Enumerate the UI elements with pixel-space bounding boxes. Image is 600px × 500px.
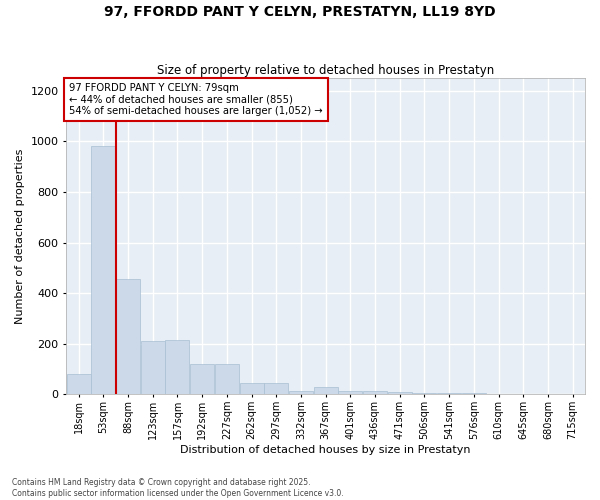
Bar (289, 390, 313, 394)
Bar (338, 390, 362, 394)
Text: 97, FFORDD PANT Y CELYN, PRESTATYN, LL19 8YD: 97, FFORDD PANT Y CELYN, PRESTATYN, LL19… (104, 5, 496, 19)
Bar (141, 342, 165, 394)
Bar (215, 364, 239, 394)
Bar (239, 383, 263, 394)
Bar (388, 392, 412, 394)
Bar (437, 393, 461, 394)
Bar (462, 393, 486, 394)
X-axis label: Distribution of detached houses by size in Prestatyn: Distribution of detached houses by size … (181, 445, 471, 455)
Bar (67, 374, 91, 394)
Text: 97 FFORDD PANT Y CELYN: 79sqm
← 44% of detached houses are smaller (855)
54% of : 97 FFORDD PANT Y CELYN: 79sqm ← 44% of d… (69, 83, 323, 116)
Bar (363, 390, 387, 394)
Title: Size of property relative to detached houses in Prestatyn: Size of property relative to detached ho… (157, 64, 494, 77)
Bar (190, 364, 214, 394)
Y-axis label: Number of detached properties: Number of detached properties (15, 148, 25, 324)
Text: Contains HM Land Registry data © Crown copyright and database right 2025.
Contai: Contains HM Land Registry data © Crown c… (12, 478, 344, 498)
Bar (264, 383, 288, 394)
Bar (166, 340, 190, 394)
Bar (91, 146, 115, 394)
Bar (314, 387, 338, 394)
Bar (412, 393, 436, 394)
Bar (116, 280, 140, 394)
